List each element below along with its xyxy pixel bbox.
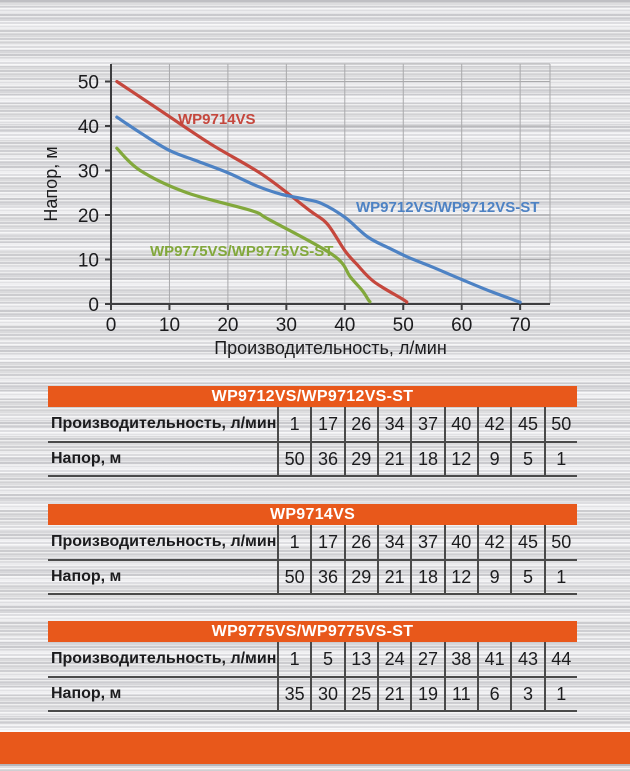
value-cell: 50 (543, 407, 577, 441)
value-cell: 21 (376, 443, 410, 475)
value-cell: 1 (543, 678, 577, 710)
flow-row: Производительность, л/мин 1 17 26 34 37 40 42 4… (48, 525, 577, 561)
value-cell: 45 (510, 525, 543, 559)
value-cell: 42 (476, 525, 510, 559)
value-cell: 40 (443, 525, 477, 559)
svg-text:0: 0 (88, 295, 99, 316)
value-cell: 26 (343, 407, 377, 441)
curve-label-wp9712vs: WP9712VS/WP9712VS-ST (356, 199, 540, 216)
value-cell: 19 (410, 678, 443, 710)
pump-table-title: WP9712VS/WP9712VS-ST (48, 386, 577, 407)
curve-label-wp9775vs: WP9775VS/WP9775VS-ST (150, 243, 334, 260)
bottom-accent-bar (0, 732, 630, 764)
value-cell: 44 (543, 642, 577, 676)
pump-table-title: WP9714VS (48, 504, 577, 525)
head-row: Напор, м 50 36 29 21 18 12 9 5 1 (48, 561, 577, 595)
value-cell: 17 (310, 407, 343, 441)
value-cell: 37 (410, 407, 443, 441)
svg-text:Производительность, л/мин: Производительность, л/мин (214, 338, 447, 358)
svg-text:40: 40 (78, 117, 99, 138)
head-row-values: 50 36 29 21 18 12 9 5 1 (277, 561, 577, 593)
value-cell: 37 (410, 525, 443, 559)
flow-row-values: 1 17 26 34 37 40 42 45 50 (277, 407, 577, 441)
value-cell: 5 (310, 642, 343, 676)
value-cell: 9 (476, 561, 510, 593)
value-cell: 43 (510, 642, 543, 676)
value-cell: 1 (543, 443, 577, 475)
flow-row-label: Производительность, л/мин (51, 650, 277, 667)
svg-text:10: 10 (78, 251, 99, 272)
value-cell: 42 (476, 407, 510, 441)
value-cell: 18 (410, 561, 443, 593)
value-cell: 38 (443, 642, 477, 676)
value-cell: 1 (543, 561, 577, 593)
head-row-label: Напор, м (51, 568, 122, 585)
value-cell: 3 (510, 678, 543, 710)
value-cell: 27 (410, 642, 443, 676)
value-cell: 5 (510, 561, 543, 593)
head-row-values: 35 30 25 21 19 11 6 3 1 (277, 678, 577, 710)
value-cell: 17 (310, 525, 343, 559)
curve-label-wp9714vs: WP9714VS (178, 111, 256, 128)
value-cell: 11 (443, 678, 477, 710)
head-row-label: Напор, м (51, 685, 122, 702)
svg-text:70: 70 (510, 315, 531, 336)
pump-table-wp9712vs: WP9712VS/WP9712VS-ST Производительность,… (48, 386, 577, 477)
value-cell: 1 (277, 407, 310, 441)
value-cell: 50 (277, 443, 310, 475)
pump-table-title: WP9775VS/WP9775VS-ST (48, 621, 577, 642)
head-row-label: Напор, м (51, 450, 122, 467)
value-cell: 21 (376, 561, 410, 593)
value-cell: 41 (476, 642, 510, 676)
svg-text:30: 30 (78, 162, 99, 183)
value-cell: 18 (410, 443, 443, 475)
value-cell: 50 (277, 561, 310, 593)
flow-row: Производительность, л/мин 1 17 26 34 37 40 42 4… (48, 407, 577, 443)
pump-chart-svg: 0 10 20 30 40 50 60 7001020304050Производительн… (41, 63, 551, 358)
value-cell: 36 (310, 561, 343, 593)
value-cell: 26 (343, 525, 377, 559)
value-cell: 21 (376, 678, 410, 710)
value-cell: 34 (376, 407, 410, 441)
value-cell: 12 (443, 561, 477, 593)
value-cell: 9 (476, 443, 510, 475)
head-row: Напор, м 35 30 25 21 19 11 6 3 1 (48, 678, 577, 712)
svg-text:40: 40 (334, 315, 355, 336)
value-cell: 29 (343, 443, 377, 475)
svg-text:30: 30 (276, 315, 297, 336)
value-cell: 24 (376, 642, 410, 676)
svg-text:10: 10 (159, 315, 180, 336)
value-cell: 12 (443, 443, 477, 475)
svg-text:20: 20 (78, 206, 99, 227)
flow-row-label: Производительность, л/мин (51, 533, 277, 550)
value-cell: 1 (277, 642, 310, 676)
svg-text:Напор, м: Напор, м (41, 146, 61, 221)
svg-text:50: 50 (393, 315, 414, 336)
value-cell: 6 (476, 678, 510, 710)
flow-row-label: Производительность, л/мин (51, 415, 277, 432)
value-cell: 5 (510, 443, 543, 475)
value-cell: 35 (277, 678, 310, 710)
svg-text:0: 0 (106, 315, 117, 336)
head-row: Напор, м 50 36 29 21 18 12 9 5 1 (48, 443, 577, 477)
value-cell: 13 (343, 642, 377, 676)
value-cell: 29 (343, 561, 377, 593)
value-cell: 50 (543, 525, 577, 559)
value-cell: 40 (443, 407, 477, 441)
svg-text:50: 50 (78, 73, 99, 94)
value-cell: 34 (376, 525, 410, 559)
head-row-values: 50 36 29 21 18 12 9 5 1 (277, 443, 577, 475)
value-cell: 25 (343, 678, 377, 710)
value-cell: 30 (310, 678, 343, 710)
value-cell: 1 (277, 525, 310, 559)
pump-table-wp9775vs: WP9775VS/WP9775VS-ST Производительность,… (48, 621, 577, 712)
svg-text:60: 60 (451, 315, 472, 336)
value-cell: 36 (310, 443, 343, 475)
flow-row-values: 1 5 13 24 27 38 41 43 44 (277, 642, 577, 676)
value-cell: 45 (510, 407, 543, 441)
flow-row: Производительность, л/мин 1 5 13 24 27 38 41 43… (48, 642, 577, 678)
svg-text:20: 20 (217, 315, 238, 336)
flow-row-values: 1 17 26 34 37 40 42 45 50 (277, 525, 577, 559)
pump-table-wp9714vs: WP9714VS Производительность, л/мин 1 17 26… (48, 504, 577, 595)
